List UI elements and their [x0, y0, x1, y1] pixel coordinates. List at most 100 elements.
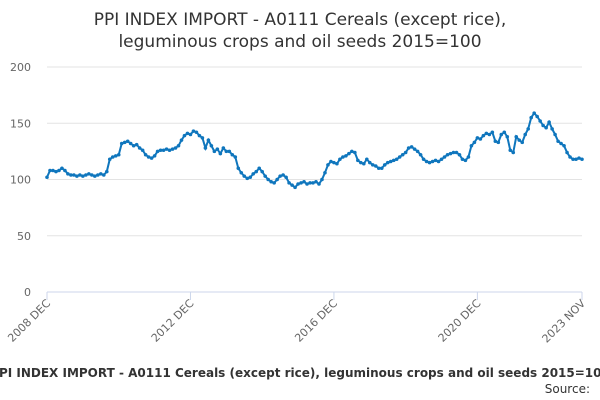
point — [242, 174, 247, 178]
point — [373, 164, 378, 168]
point — [439, 157, 444, 162]
point — [391, 158, 396, 163]
point — [152, 154, 157, 158]
point — [418, 152, 423, 157]
point — [78, 173, 82, 177]
point — [523, 132, 528, 137]
point — [164, 147, 169, 151]
point — [553, 132, 557, 137]
point — [51, 168, 55, 173]
point — [544, 125, 548, 130]
point — [344, 154, 348, 158]
point — [568, 155, 572, 159]
point — [478, 137, 483, 141]
point — [104, 169, 109, 174]
point — [562, 143, 566, 148]
point — [230, 152, 235, 157]
chart-title: leguminous crops and oil seeds 2015=100 — [118, 32, 481, 52]
point — [176, 143, 181, 148]
point — [66, 172, 70, 176]
point — [149, 156, 154, 160]
x-tick-label: 2023 NOV — [540, 297, 589, 346]
point — [424, 159, 429, 164]
point — [248, 175, 253, 180]
point — [526, 127, 531, 131]
point — [287, 181, 291, 185]
point — [281, 173, 285, 177]
point — [311, 181, 315, 185]
y-tick-label: 0 — [24, 286, 31, 299]
point — [98, 172, 103, 176]
point — [367, 160, 372, 165]
point — [472, 140, 477, 145]
point — [580, 157, 584, 162]
point — [158, 148, 163, 153]
point — [215, 147, 220, 151]
point — [45, 175, 49, 180]
point — [574, 157, 578, 162]
point — [505, 134, 510, 139]
caption: PPI INDEX IMPORT - A0111 Cereals (except… — [0, 366, 600, 380]
point — [257, 166, 262, 171]
point — [320, 177, 324, 182]
point — [433, 158, 438, 163]
point — [442, 155, 447, 159]
point — [356, 158, 360, 163]
point — [517, 138, 522, 142]
point — [409, 145, 414, 149]
point — [134, 142, 139, 147]
point — [376, 166, 381, 171]
point — [113, 154, 118, 158]
point — [362, 161, 366, 166]
point — [499, 132, 504, 137]
point — [493, 139, 498, 144]
point — [125, 139, 130, 144]
point — [188, 132, 193, 137]
point — [137, 146, 142, 150]
point — [299, 181, 303, 185]
x-tick-label: 2020 DEC — [436, 297, 484, 345]
point — [284, 175, 288, 180]
point — [93, 174, 97, 178]
point — [338, 157, 342, 162]
point — [335, 161, 339, 166]
point — [427, 160, 432, 165]
point — [457, 152, 462, 157]
point — [559, 141, 563, 146]
point — [421, 157, 426, 162]
point — [236, 166, 241, 171]
point — [245, 176, 250, 181]
point — [463, 158, 468, 163]
point — [541, 123, 545, 128]
x-tick-label: 2016 DEC — [292, 297, 340, 345]
point — [296, 182, 300, 186]
point — [110, 155, 115, 159]
point — [305, 182, 309, 186]
point — [206, 138, 211, 142]
point — [122, 140, 127, 145]
point — [197, 133, 202, 138]
x-tick-label: 2012 DEC — [149, 297, 197, 345]
point — [128, 141, 133, 146]
point — [323, 170, 327, 175]
point — [87, 172, 91, 176]
point — [406, 146, 411, 150]
point — [502, 130, 507, 135]
point — [143, 152, 148, 157]
point — [275, 177, 279, 182]
point — [556, 139, 560, 144]
point — [161, 148, 166, 153]
point — [233, 155, 238, 159]
point — [227, 149, 232, 154]
point — [487, 132, 492, 137]
point — [353, 150, 357, 155]
point — [347, 151, 351, 156]
point — [60, 166, 64, 171]
point — [254, 169, 259, 174]
point — [365, 157, 369, 162]
point — [379, 166, 384, 171]
point — [155, 149, 160, 154]
point — [107, 157, 112, 162]
y-tick-label: 50 — [17, 230, 31, 243]
